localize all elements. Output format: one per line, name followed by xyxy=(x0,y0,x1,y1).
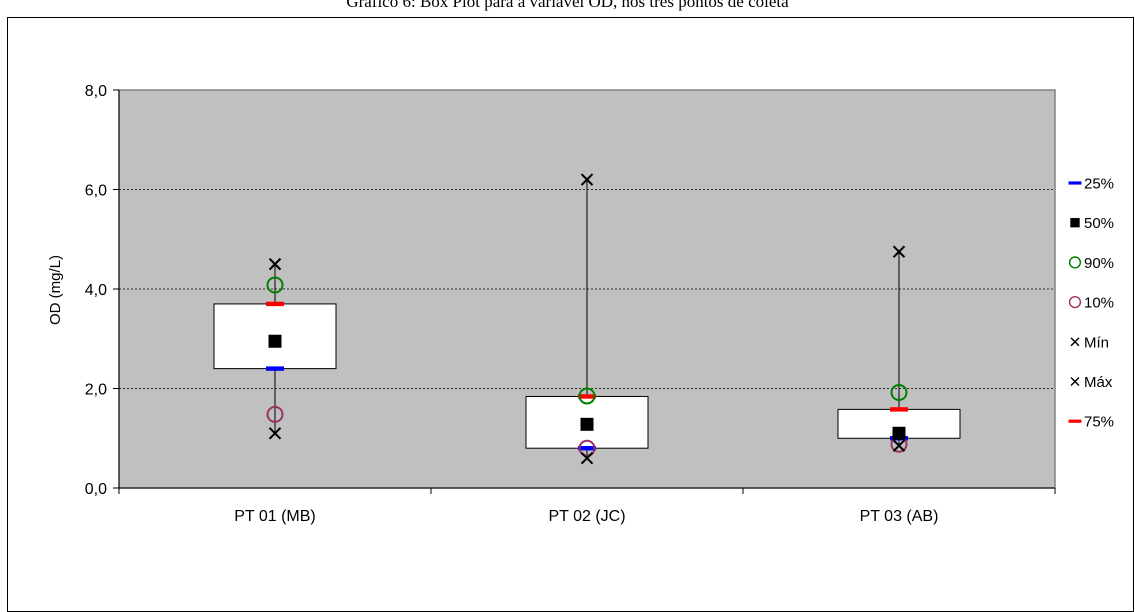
point-x-stroke xyxy=(580,173,594,186)
x-category-label: PT 02 (JC) xyxy=(548,508,625,525)
point-red-dash xyxy=(266,301,284,307)
legend-marker-black-square xyxy=(1070,218,1080,228)
legend-label: 10% xyxy=(1084,295,1114,312)
legend-label: 50% xyxy=(1084,215,1114,232)
point-green-circle xyxy=(578,387,596,405)
point-x xyxy=(268,257,282,271)
y-tick-label: 8,0 xyxy=(85,83,107,100)
point-x xyxy=(892,245,906,258)
point-x-stroke xyxy=(892,439,906,452)
axes: 0,0 2,0 4,0 6,0 8,0 PT 01 (MB) PT 02 (JC) PT 03… xyxy=(85,83,1056,525)
legend-marker-x-stroke xyxy=(1070,377,1080,386)
legend-marker-x-stroke xyxy=(1070,337,1080,347)
point-red-dash xyxy=(890,407,908,412)
point-purple-circle xyxy=(266,405,284,423)
point-black-square xyxy=(580,417,594,431)
legend-label: 75% xyxy=(1084,414,1114,431)
point-x xyxy=(580,173,594,186)
point-blue-dash xyxy=(266,366,284,371)
point-green-circle xyxy=(266,276,284,294)
y-tick-label: 0,0 xyxy=(85,481,107,498)
y-tick-label: 4,0 xyxy=(85,282,107,299)
point-red-dash xyxy=(578,394,596,399)
legend-marker-x xyxy=(1070,337,1080,347)
chart-title: Gráfico 6: Box Plot para a variável OD, … xyxy=(346,0,789,11)
point-green-circle xyxy=(890,383,908,401)
data-marks xyxy=(266,173,908,465)
legend-label: Mín xyxy=(1084,334,1109,351)
y-tick-label: 2,0 xyxy=(85,382,107,399)
legend: 25% 50% 90% 10% Mín Máx 75% xyxy=(1068,176,1114,431)
legend-label: 90% xyxy=(1084,255,1114,272)
point-x xyxy=(892,439,906,452)
point-x-stroke xyxy=(268,427,282,440)
point-blue-dash xyxy=(578,446,596,451)
point-x xyxy=(580,451,594,465)
legend-label: 25% xyxy=(1084,176,1114,193)
point-x-stroke xyxy=(580,451,594,465)
point-x xyxy=(268,427,282,440)
point-purple-circle xyxy=(578,439,596,457)
legend-marker-purple-circle xyxy=(1068,295,1082,309)
legend-marker-x xyxy=(1070,377,1080,386)
legend-marker-blue-dash xyxy=(1068,181,1082,185)
y-tick-label: 6,0 xyxy=(85,183,107,200)
legend-label: Máx xyxy=(1084,374,1113,391)
point-black-square xyxy=(892,426,906,440)
legend-marker-red-dash xyxy=(1068,419,1082,423)
legend-marker-green-circle xyxy=(1068,256,1082,269)
point-black-square xyxy=(268,334,282,348)
y-axis-label: OD (mg/L) xyxy=(47,255,64,325)
point-x-stroke xyxy=(268,257,282,271)
x-category-label: PT 01 (MB) xyxy=(234,508,316,525)
x-category-label: PT 03 (AB) xyxy=(860,508,939,525)
point-x-stroke xyxy=(892,245,906,258)
